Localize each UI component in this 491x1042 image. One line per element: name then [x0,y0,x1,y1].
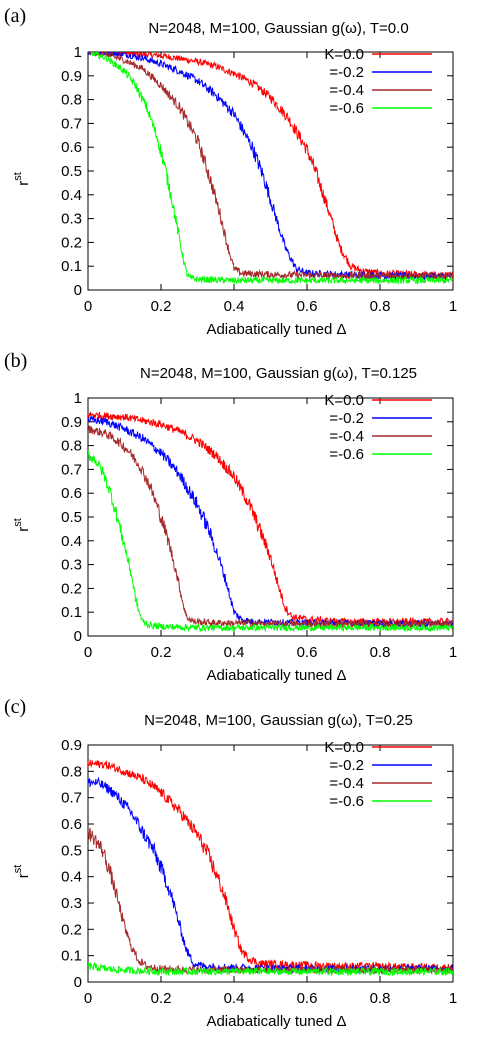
series-line-2 [88,52,453,282]
x-tick-label: 1 [449,644,457,661]
legend-label: =-0.2 [329,410,364,427]
x-tick-label: 0.4 [224,990,245,1007]
y-tick-label: 0.5 [61,163,82,180]
series-line-3 [88,425,453,630]
y-tick-label: 0.5 [61,842,82,859]
y-tick-label: 0.9 [61,414,82,431]
y-axis-label: rst [12,518,32,532]
plot-frame [87,744,454,983]
y-tick-label: 1 [74,44,82,61]
legend-label: K=0.0 [324,739,364,756]
x-tick-label: 0 [84,298,92,315]
series-line-1 [88,759,453,972]
y-axis-label: rst [12,172,32,186]
plot-frame [87,51,454,291]
y-tick-label: 0.4 [61,533,82,550]
y-tick-label: 0 [74,628,82,645]
series-line-4 [90,52,453,285]
legend-label: =-0.6 [329,793,364,810]
series-line-3 [88,827,453,976]
y-tick-label: 0.2 [61,580,82,597]
series-line-4 [88,961,453,977]
y-tick-label: 0.1 [61,604,82,621]
y-tick-label: 0.4 [61,187,82,204]
x-axis-label: Adiabatically tuned Δ [206,1013,346,1030]
y-tick-label: 0.1 [61,258,82,275]
y-tick-label: 0.9 [61,737,82,754]
legend-label: =-0.2 [329,757,364,774]
y-tick-label: 0.3 [61,211,82,228]
x-tick-label: 0 [84,644,92,661]
series-line-1 [88,52,453,280]
legend-label: K=0.0 [324,46,364,63]
x-tick-label: 0.2 [151,644,172,661]
y-tick-label: 0.6 [61,816,82,833]
chart-title: N=2048, M=100, Gaussian g(ω), T=0.0 [148,20,408,37]
y-tick-label: 1 [74,390,82,407]
y-tick-label: 0.2 [61,921,82,938]
legend-label: =-0.4 [329,428,364,445]
x-tick-label: 0 [84,990,92,1007]
x-tick-label: 1 [449,990,457,1007]
x-axis-label: Adiabatically tuned Δ [206,321,346,338]
series-line-1 [88,411,453,627]
x-tick-label: 0.2 [151,990,172,1007]
x-tick-label: 0.6 [297,990,318,1007]
chart-panel-a: (a)N=2048, M=100, Gaussian g(ω), T=0.000… [4,5,457,338]
legend-label: =-0.4 [329,775,364,792]
y-tick-label: 0.8 [61,438,82,455]
plot-frame [87,397,454,637]
y-tick-label: 0.9 [61,68,82,85]
series-line-4 [88,450,453,633]
x-tick-label: 0.6 [297,298,318,315]
x-tick-label: 0.8 [370,298,391,315]
y-tick-label: 0.4 [61,869,82,886]
y-tick-label: 0.7 [61,461,82,478]
series-line-2 [88,415,453,629]
y-tick-label: 0.2 [61,234,82,251]
chart-panel-b: (b) N=2048, M=100, Gaussian g(ω), T=0.125… [4,350,457,684]
y-axis-label-superscript: st [12,865,24,874]
y-axis-label-superscript: st [12,518,24,527]
y-tick-label: 0.8 [61,763,82,780]
series-line-3 [88,52,453,281]
y-tick-label: 0.5 [61,509,82,526]
x-tick-label: 0.4 [224,298,245,315]
legend-label: =-0.2 [329,64,364,81]
y-tick-label: 0 [74,282,82,299]
legend-label: =-0.4 [329,82,364,99]
y-axis-label: rst [12,865,32,879]
legend-label: K=0.0 [324,392,364,409]
series-line-2 [88,776,453,974]
panel-label: (b) [4,350,27,372]
y-tick-label: 0.7 [61,790,82,807]
y-tick-label: 0.7 [61,115,82,132]
chart-title: N=2048, M=100, Gaussian g(ω), T=0.25 [144,712,413,729]
panel-label: (c) [4,696,26,718]
legend-label: =-0.6 [329,446,364,463]
y-tick-label: 0.1 [61,948,82,965]
y-tick-label: 0.6 [61,485,82,502]
legend-label: =-0.6 [329,100,364,117]
x-axis-label: Adiabatically tuned Δ [206,667,346,684]
x-tick-label: 0.6 [297,644,318,661]
y-tick-label: 0.8 [61,92,82,109]
chart-panel-c: (c) N=2048, M=100, Gaussian g(ω), T=0.25 0… [4,696,457,1030]
y-tick-label: 0.6 [61,139,82,156]
y-axis-label-superscript: st [12,172,24,181]
x-tick-label: 0.4 [224,644,245,661]
panel-label: (a) [4,5,26,27]
y-tick-label: 0.3 [61,895,82,912]
y-tick-label: 0.3 [61,557,82,574]
x-tick-label: 0.2 [151,298,172,315]
x-tick-label: 1 [449,298,457,315]
x-tick-label: 0.8 [370,644,391,661]
chart-title: N=2048, M=100, Gaussian g(ω), T=0.125 [140,365,417,382]
y-tick-label: 0 [74,974,82,991]
x-tick-label: 0.8 [370,990,391,1007]
